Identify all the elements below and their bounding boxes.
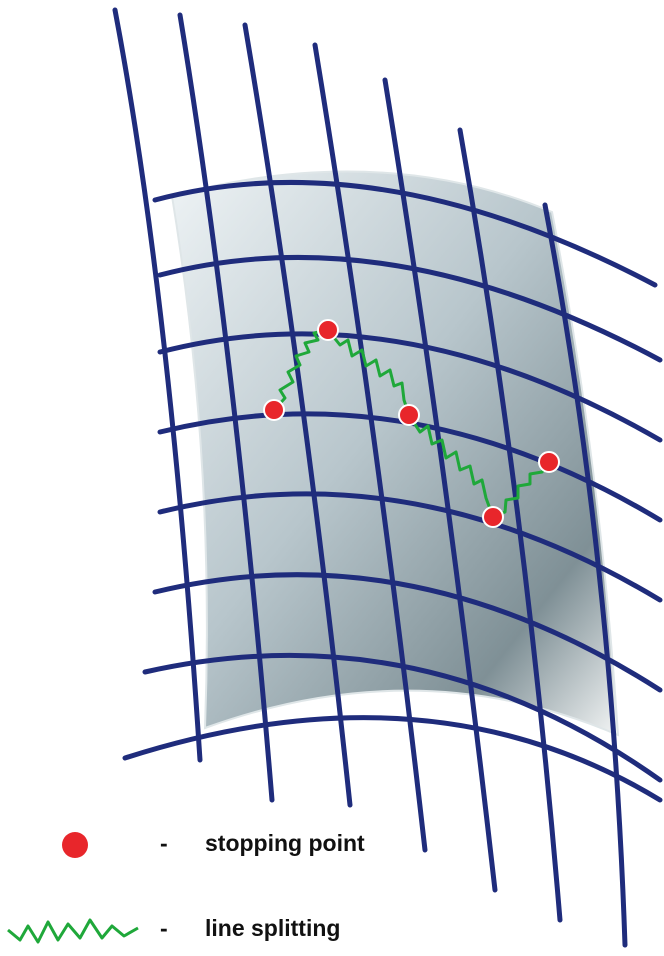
legend-symbol (7, 918, 139, 944)
split-lines (272, 328, 551, 519)
grid-curve (152, 572, 663, 693)
grid-curve (157, 254, 663, 363)
stopping-point (538, 451, 560, 473)
grid-curve (157, 331, 663, 443)
grid-curve (242, 22, 353, 808)
grid-curve (382, 77, 498, 893)
grid-curve (112, 7, 203, 763)
line-splitting (326, 329, 411, 416)
legend-symbol (62, 832, 88, 858)
grid-curve (157, 491, 663, 603)
legend-dash: - (160, 915, 168, 941)
grid-curve (142, 653, 663, 783)
legend-label: stopping point (205, 830, 365, 856)
grid-curve (457, 127, 563, 923)
grid-curve (312, 42, 428, 853)
legend-label: line splitting (205, 915, 340, 941)
grid-curve (177, 12, 275, 803)
grid-curve (152, 179, 658, 288)
line-splitting (492, 461, 551, 519)
stopping-point (263, 399, 285, 421)
mesh-grid (112, 7, 663, 948)
stopping-point (317, 319, 339, 341)
stopping-points (263, 319, 560, 528)
stopping-point (398, 404, 420, 426)
line-splitting (272, 328, 329, 412)
legend: - stopping point - line splitting (7, 830, 365, 944)
surface (170, 170, 620, 737)
grid-curve (122, 715, 663, 803)
legend-dash: - (160, 830, 168, 856)
stopping-point (482, 506, 504, 528)
line-splitting (407, 414, 495, 518)
